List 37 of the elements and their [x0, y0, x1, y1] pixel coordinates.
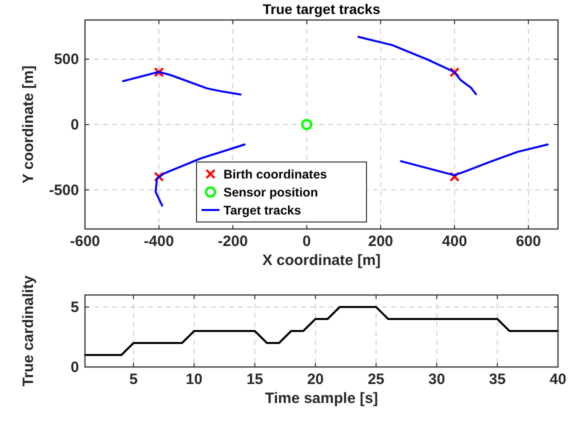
x-tick-label: 25	[368, 371, 384, 388]
legend-label: Sensor position	[224, 186, 318, 200]
x-tick-label: 30	[428, 371, 446, 388]
point	[449, 172, 460, 182]
legend-label: Target tracks	[224, 204, 302, 218]
y-axis-title: True cardinality	[20, 274, 37, 386]
y-tick-label: 500	[54, 51, 79, 68]
x-tick-label: 40	[550, 371, 566, 388]
legend-label: Birth coordinates	[224, 168, 328, 182]
y-tick-label: -500	[48, 182, 79, 199]
y-tick-label: 0	[70, 116, 79, 134]
x-tick-label: 400	[442, 233, 468, 250]
y-axis-title: Y coordinate [m]	[20, 65, 37, 184]
line-series	[84, 306, 559, 356]
line-series	[400, 143, 549, 176]
x-tick-label: 200	[368, 233, 394, 250]
x-tick-label: 15	[246, 371, 264, 388]
x-tick-label: 600	[516, 233, 541, 250]
x-tick-label: 20	[307, 371, 324, 388]
point	[154, 172, 164, 182]
x-tick-label: 35	[489, 371, 506, 388]
x-axis-title: X coordinate [m]	[262, 252, 381, 269]
line-series	[357, 36, 477, 96]
point	[154, 67, 164, 78]
x-tick-label: -200	[218, 233, 248, 250]
x-tick-label: 10	[186, 371, 202, 388]
x-axis-title: Time sample [s]	[264, 390, 378, 407]
x-tick-label: 5	[129, 371, 138, 388]
x-tick-label: -400	[144, 233, 174, 250]
chart-title: True target tracks	[262, 1, 380, 17]
x-tick-label: 0	[302, 233, 311, 250]
point	[449, 67, 460, 78]
line-series	[122, 70, 242, 96]
x-tick-label: -600	[70, 233, 100, 250]
point	[301, 118, 312, 130]
y-tick-label: 5	[70, 299, 79, 316]
y-tick-label: 0	[70, 359, 79, 376]
